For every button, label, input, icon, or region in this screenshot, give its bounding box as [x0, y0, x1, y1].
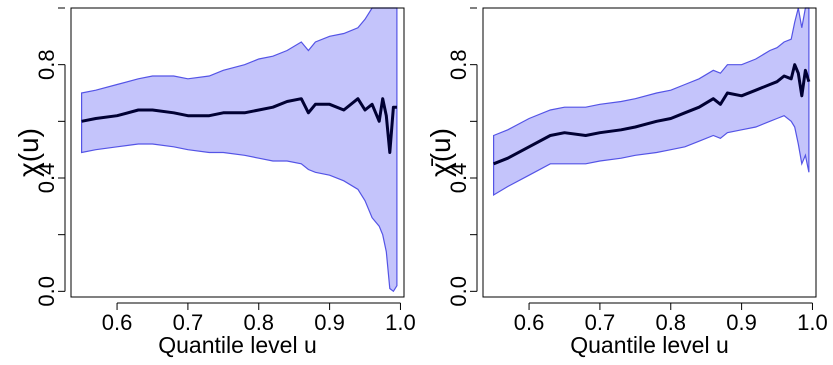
x-tick-label: 0.7	[585, 310, 616, 335]
y-tick-label: 0.8	[446, 49, 471, 80]
x-tick-label: 1.0	[385, 310, 416, 335]
confidence-band	[493, 7, 810, 197]
y-tick-label: 0.4	[446, 163, 471, 194]
y-tick-label: 0.0	[446, 276, 471, 307]
y-tick-label: 0.0	[34, 276, 59, 307]
y-ticks: 0.0 0.4 0.8	[34, 7, 65, 307]
y-ticks: 0.0 0.4 0.8	[446, 7, 477, 307]
estimate-line	[81, 97, 397, 154]
x-axis-label: Quantile level u	[570, 332, 729, 358]
x-tick-label: 0.8	[655, 310, 686, 335]
x-ticks: 0.6 0.7 0.8 0.9 1.0	[102, 303, 416, 335]
x-ticks: 0.6 0.7 0.8 0.9 1.0	[514, 303, 828, 335]
x-tick-label: 0.9	[726, 310, 757, 335]
confidence-band	[81, 7, 398, 293]
x-axis-label: Quantile level u	[158, 332, 317, 358]
y-tick-label: 0.8	[34, 49, 59, 80]
chart-panel-left: 0.6 0.7 0.8 0.9 1.0 0.0 0.4 0.8 Quantile level…	[13, 7, 416, 358]
x-tick-label: 0.6	[514, 310, 545, 335]
x-tick-label: 0.6	[102, 310, 133, 335]
x-tick-label: 0.8	[243, 310, 274, 335]
plot-frame	[482, 7, 817, 298]
estimate-line	[493, 63, 811, 166]
x-tick-label: 0.9	[314, 310, 345, 335]
x-tick-label: 0.7	[173, 310, 204, 335]
plot-frame	[70, 7, 405, 298]
y-axis-label: χ̄(u)	[425, 128, 456, 177]
y-tick-label: 0.4	[34, 163, 59, 194]
y-axis-label: χ(u)	[13, 128, 44, 177]
chart-panel-right: 0.6 0.7 0.8 0.9 1.0 0.0 0.4 0.8 Quantile level…	[425, 7, 828, 358]
x-tick-label: 1.0	[797, 310, 828, 335]
